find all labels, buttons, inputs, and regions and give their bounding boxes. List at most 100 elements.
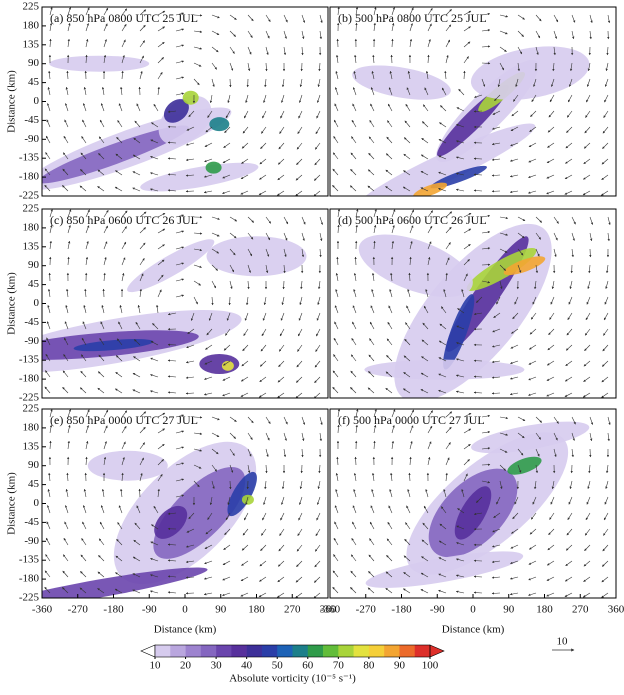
y-tick-label: -225 [19,190,40,202]
wind-vector [528,593,536,595]
x-axis-label: Distance (km) [154,624,217,636]
wind-vector [122,442,125,449]
wind-vector [283,481,284,489]
wind-vector [547,593,554,596]
wind-vector [104,226,108,233]
y-tick-label: 45 [28,478,40,490]
wind-vector [133,172,140,175]
wind-vector [457,108,464,111]
wind-vector [602,377,608,382]
wind-vector [554,233,557,240]
wind-vector [212,15,219,18]
wind-vector [140,243,145,249]
wind-vector [297,143,302,149]
y-tick-label: 90 [28,459,40,471]
wind-vector [204,393,212,395]
wind-vector [84,305,86,313]
wind-vector [350,387,356,393]
wind-vector [500,47,507,52]
wind-vector [440,105,446,111]
wind-vector [333,354,338,361]
wind-vector [104,24,107,31]
wind-vector [266,217,271,223]
wind-vector [405,121,410,127]
wind-vector [409,473,410,481]
wind-vector [121,87,122,95]
wind-vector [50,39,51,47]
wind-vector [569,297,572,304]
wind-vector [410,441,412,449]
wind-vector [315,545,320,551]
wind-vector [230,217,237,221]
y-tick-label: 135 [23,440,40,452]
wind-vector [446,40,450,47]
wind-vector [554,15,558,22]
wind-vector [373,55,374,63]
colorbar-tick-label: 70 [333,660,345,672]
wind-vector [80,388,86,393]
wind-vector [608,217,610,225]
y-tick-label: 45 [28,278,40,290]
vorticity-region [348,113,541,223]
wind-vector [278,159,284,164]
wind-vector [492,175,500,176]
wind-vector [118,522,122,529]
wind-vector [282,95,284,103]
wind-vector [122,71,123,79]
wind-vector [279,345,284,351]
wind-vector [223,159,230,163]
wind-vector [585,127,590,133]
wind-vector [584,577,590,582]
wind-vector [241,191,248,194]
wind-vector [456,591,464,593]
wind-vector [500,217,508,218]
wind-vector [212,297,213,305]
wind-vector [567,329,572,335]
wind-vector [86,241,88,249]
wind-vector [230,31,236,37]
wind-vector [316,345,320,352]
wind-vector [408,289,410,297]
wind-vector [531,313,536,319]
y-tick-label: -135 [19,554,40,566]
panel [332,7,609,223]
wind-vector [386,154,392,159]
wind-vector [224,143,230,148]
wind-vector [244,329,248,336]
reference-label: 10 [557,636,569,648]
vorticity-region [207,236,307,276]
panel-title: (a) 850 hPa 0800 UTC 25 JUL [50,11,198,25]
wind-vector [408,489,410,497]
wind-vector [194,63,201,66]
wind-vector [319,281,320,289]
wind-vector [373,473,374,481]
wind-vector [300,297,302,305]
wind-vector [333,571,338,577]
wind-vector [98,372,104,377]
x-tick-label: 180 [248,604,265,616]
wind-vector [262,111,266,118]
wind-vector [302,217,305,224]
wind-vector [158,72,162,79]
x-tick-label: -90 [142,604,157,616]
wind-vector [241,393,248,397]
wind-vector [280,127,284,134]
wind-vector [318,481,320,489]
wind-vector [352,538,356,545]
wind-vector [133,390,140,393]
wind-vector [518,15,525,19]
vorticity-region [183,91,199,105]
wind-vector [572,449,573,457]
wind-vector [211,95,212,103]
wind-vector [266,433,269,440]
wind-vector [372,489,374,497]
wind-vector [333,587,338,593]
wind-vector [510,577,518,579]
wind-vector [572,233,574,241]
y-tick-label: 90 [28,259,40,271]
wind-vector [320,233,322,241]
wind-vector [205,143,212,147]
wind-vector [567,529,572,535]
x-tick-label: 360 [608,604,624,616]
wind-vector [583,191,590,195]
